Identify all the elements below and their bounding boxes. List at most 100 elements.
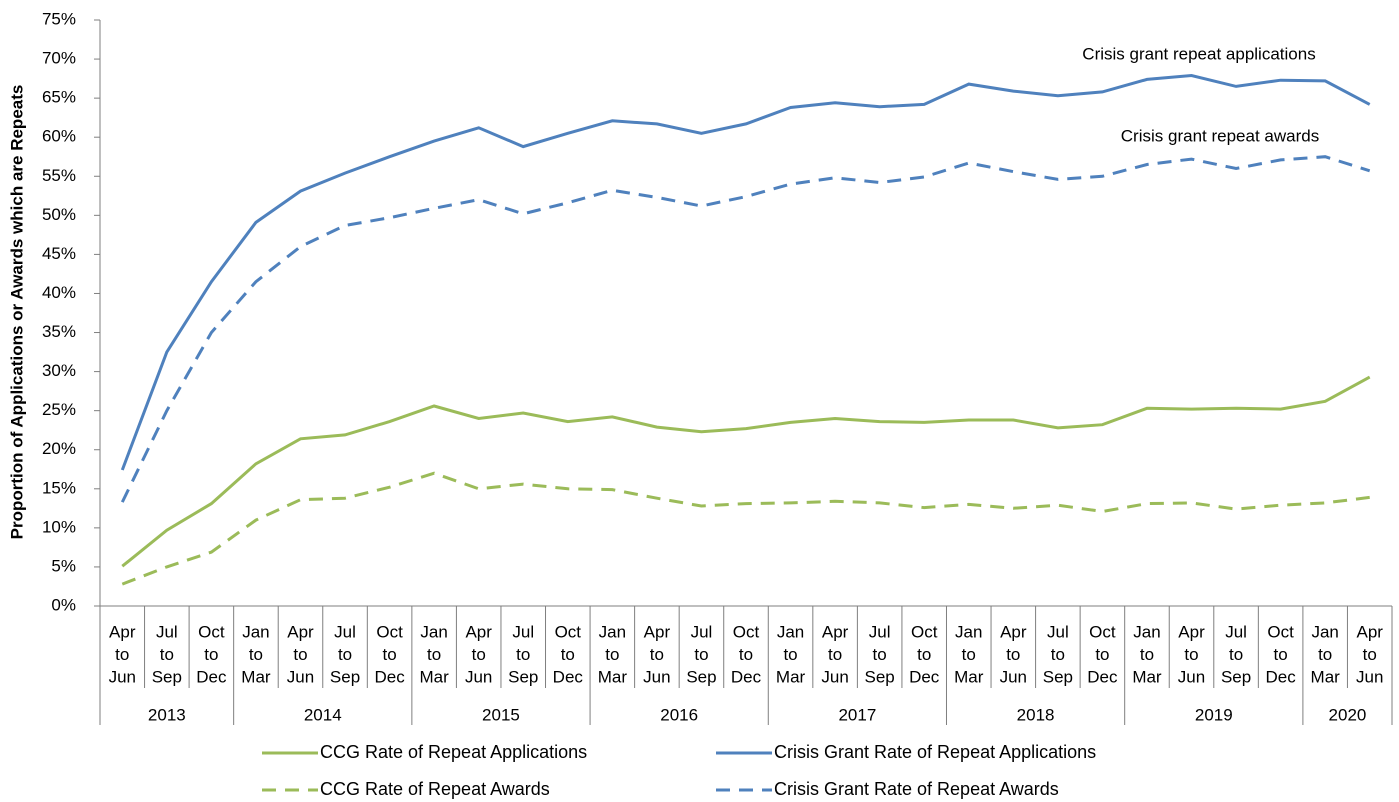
x-tick-label: Jun [1000, 667, 1027, 686]
x-tick-label: to [338, 645, 352, 664]
x-tick-label: to [962, 645, 976, 664]
x-tick-label: to [1140, 645, 1154, 664]
y-tick-label: 40% [42, 283, 76, 302]
x-tick-label: Jan [955, 622, 982, 641]
year-label: 2017 [838, 705, 876, 724]
annotation: Crisis grant repeat awards [1121, 126, 1319, 145]
x-tick-label: to [1184, 645, 1198, 664]
x-tick-label: Mar [598, 667, 628, 686]
series-line [120, 73, 1371, 471]
x-tick-label: to [160, 645, 174, 664]
x-tick-label: Apr [822, 622, 849, 641]
x-tick-label: Dec [1087, 667, 1118, 686]
x-tick-label: Apr [109, 622, 136, 641]
x-tick-label: Sep [1221, 667, 1251, 686]
year-label: 2014 [304, 705, 342, 724]
x-tick-label: Jul [156, 622, 178, 641]
annotation: Crisis grant repeat applications [1082, 44, 1315, 63]
year-label: 2015 [482, 705, 520, 724]
x-tick-label: Jun [465, 667, 492, 686]
legend-label: CCG Rate of Repeat Awards [320, 779, 550, 799]
x-tick-label: Oct [1089, 622, 1116, 641]
x-tick-label: Jun [1356, 667, 1383, 686]
x-tick-label: Apr [1000, 622, 1027, 641]
x-tick-label: Sep [330, 667, 360, 686]
x-tick-label: to [427, 645, 441, 664]
series-line [121, 375, 1371, 568]
x-tick-label: Apr [1178, 622, 1205, 641]
x-tick-label: Jun [1178, 667, 1205, 686]
x-tick-label: Jan [1133, 622, 1160, 641]
x-tick-label: to [1006, 645, 1020, 664]
x-tick-label: to [472, 645, 486, 664]
x-tick-label: to [293, 645, 307, 664]
x-tick-label: to [1274, 645, 1288, 664]
x-tick-label: Oct [198, 622, 225, 641]
x-tick-label: Dec [553, 667, 584, 686]
x-tick-label: to [249, 645, 263, 664]
x-tick-label: to [1095, 645, 1109, 664]
x-tick-label: Mar [241, 667, 271, 686]
x-tick-label: to [694, 645, 708, 664]
y-tick-label: 60% [42, 127, 76, 146]
year-label: 2016 [660, 705, 698, 724]
series-line [121, 471, 1370, 586]
x-tick-label: to [1229, 645, 1243, 664]
x-tick-label: Dec [196, 667, 227, 686]
x-tick-label: Jan [420, 622, 447, 641]
x-tick-label: Dec [1266, 667, 1297, 686]
x-tick-label: Jul [869, 622, 891, 641]
x-tick-label: Mar [776, 667, 806, 686]
x-tick-label: Apr [287, 622, 314, 641]
year-label: 2013 [148, 705, 186, 724]
y-tick-label: 75% [42, 9, 76, 28]
x-tick-label: Sep [508, 667, 538, 686]
y-tick-label: 45% [42, 244, 76, 263]
legend-label: Crisis Grant Rate of Repeat Applications [774, 742, 1096, 762]
x-tick-label: to [828, 645, 842, 664]
x-tick-label: Jan [1311, 622, 1338, 641]
x-tick-label: Jul [1225, 622, 1247, 641]
x-tick-label: Mar [1311, 667, 1341, 686]
x-tick-label: to [917, 645, 931, 664]
legend-label: CCG Rate of Repeat Applications [320, 742, 587, 762]
x-tick-label: to [516, 645, 530, 664]
y-tick-label: 0% [51, 595, 76, 614]
x-tick-label: Jul [1047, 622, 1069, 641]
x-tick-label: Jun [643, 667, 670, 686]
y-tick-label: 15% [42, 478, 76, 497]
year-label: 2019 [1195, 705, 1233, 724]
y-tick-label: 35% [42, 322, 76, 341]
x-tick-label: to [1051, 645, 1065, 664]
x-tick-label: to [204, 645, 218, 664]
x-tick-label: Mar [954, 667, 984, 686]
x-tick-label: Dec [374, 667, 405, 686]
x-tick-label: Oct [555, 622, 582, 641]
series-line [120, 155, 1371, 503]
x-tick-label: Jan [242, 622, 269, 641]
x-tick-label: Dec [909, 667, 940, 686]
x-tick-label: Jul [691, 622, 713, 641]
x-tick-label: Sep [1043, 667, 1073, 686]
y-tick-label: 55% [42, 166, 76, 185]
x-tick-label: Sep [152, 667, 182, 686]
y-tick-label: 5% [51, 556, 76, 575]
year-label: 2018 [1017, 705, 1055, 724]
y-tick-label: 10% [42, 517, 76, 536]
x-tick-label: to [783, 645, 797, 664]
y-tick-label: 25% [42, 400, 76, 419]
x-tick-label: Jun [287, 667, 314, 686]
x-tick-label: Oct [376, 622, 403, 641]
x-tick-label: to [650, 645, 664, 664]
y-tick-label: 20% [42, 439, 76, 458]
x-tick-label: to [739, 645, 753, 664]
x-tick-label: Sep [686, 667, 716, 686]
x-tick-label: Apr [644, 622, 671, 641]
x-tick-label: to [561, 645, 575, 664]
x-tick-label: Oct [1267, 622, 1294, 641]
x-tick-label: Jan [599, 622, 626, 641]
x-tick-label: Apr [465, 622, 492, 641]
x-tick-label: Mar [419, 667, 449, 686]
x-tick-label: Apr [1356, 622, 1383, 641]
